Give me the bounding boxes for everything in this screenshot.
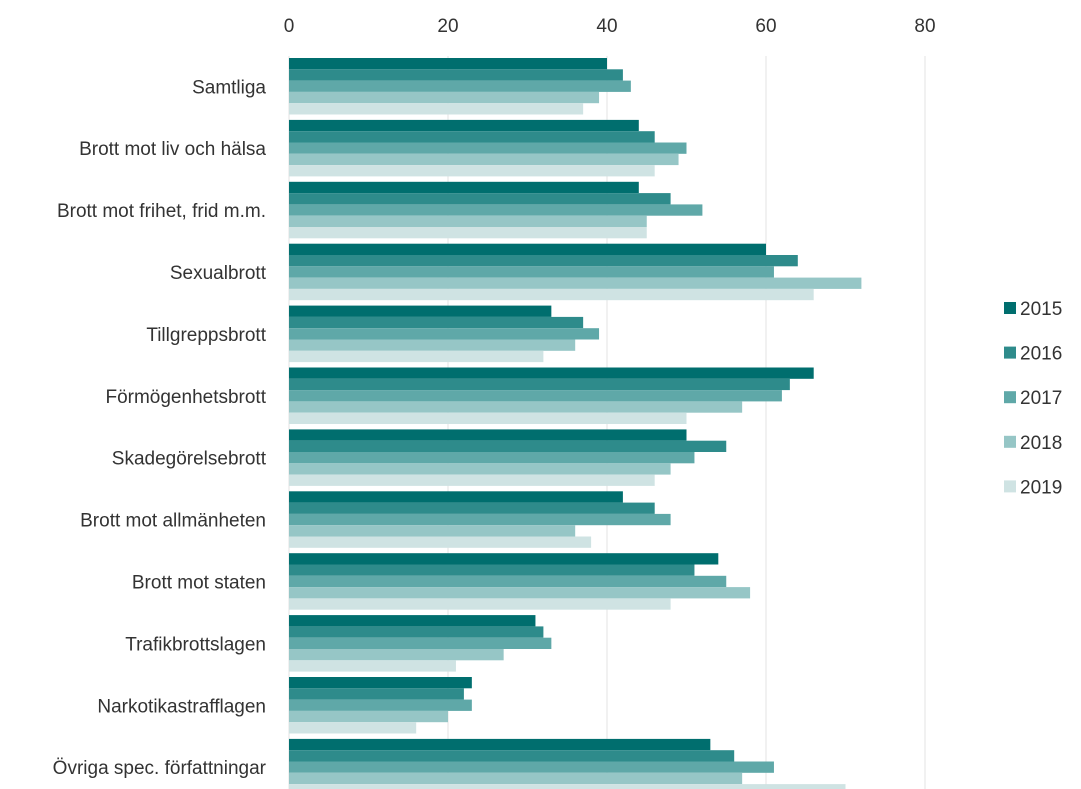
- bar: [289, 513, 671, 526]
- bar: [289, 255, 798, 267]
- x-tick-label: 0: [284, 16, 295, 37]
- bar: [289, 536, 592, 548]
- category-label: Tillgreppsbrott: [146, 325, 266, 346]
- bar: [289, 587, 751, 599]
- category-label: Sexualbrott: [170, 263, 267, 284]
- bar: [289, 553, 719, 565]
- bar: [289, 350, 544, 363]
- category-label: Brott mot allmänheten: [80, 511, 266, 532]
- bar: [289, 153, 679, 166]
- category-label: Brott mot liv och hälsa: [79, 139, 266, 160]
- legend-label: 2017: [1020, 388, 1062, 409]
- bar: [289, 710, 448, 723]
- bar: [289, 80, 631, 92]
- bar: [289, 119, 639, 132]
- bar: [289, 429, 687, 441]
- bar: [289, 401, 743, 413]
- bar: [289, 626, 544, 638]
- bar: [289, 525, 576, 537]
- bar: [289, 165, 655, 177]
- legend: 2015 2016 2017 2018 2019: [1004, 299, 1062, 498]
- legend-swatch: [1004, 435, 1016, 448]
- bar: [289, 491, 623, 503]
- bar: [289, 91, 600, 104]
- category-label: Brott mot staten: [132, 572, 266, 593]
- bar: [289, 390, 782, 402]
- bar: [289, 598, 671, 610]
- bar: [289, 502, 655, 514]
- category-label: Övriga spec. författningar: [53, 758, 267, 779]
- bar: [289, 277, 862, 289]
- bar: [289, 378, 790, 391]
- legend-swatch: [1004, 480, 1016, 493]
- bar: [289, 440, 727, 452]
- bar: [289, 615, 536, 627]
- bar: [289, 575, 727, 588]
- bar: [289, 761, 774, 773]
- bar: [289, 288, 814, 301]
- bar: [289, 722, 417, 734]
- legend-label: 2015: [1020, 299, 1062, 320]
- bar: [289, 688, 464, 700]
- bar: [289, 142, 687, 154]
- legend-label: 2018: [1020, 433, 1062, 454]
- bar: [289, 227, 647, 239]
- bar: [289, 699, 472, 711]
- legend-swatch: [1004, 391, 1016, 404]
- category-label: Förmögenhetsbrott: [105, 387, 266, 408]
- category-labels: Samtliga Brott mot liv och hälsa Brott mot…: [53, 77, 267, 779]
- category-label: Trafikbrottslagen: [125, 634, 266, 655]
- category-label: Samtliga: [192, 77, 266, 98]
- category-label: Brott mot frihet, frid m.m.: [57, 201, 266, 222]
- legend-swatch: [1004, 346, 1016, 359]
- bar: [289, 266, 774, 278]
- bar: [289, 452, 695, 464]
- bar: [289, 660, 456, 672]
- x-axis-ticks: 0 20 40 60 80: [284, 16, 936, 37]
- bar: [289, 367, 814, 379]
- bar: [289, 193, 671, 205]
- bar: [289, 204, 703, 216]
- bar: [289, 649, 504, 661]
- bar: [289, 103, 584, 115]
- bar: [289, 738, 711, 751]
- bar: [289, 181, 639, 194]
- bar: [289, 412, 687, 424]
- category-label: Skadegörelsebrott: [112, 449, 267, 470]
- bar: [289, 474, 655, 486]
- bar: [289, 305, 552, 317]
- x-tick-label: 60: [755, 16, 776, 37]
- bars: [289, 58, 862, 789]
- bar: [289, 339, 576, 351]
- legend-swatch: [1004, 302, 1016, 314]
- bar: [289, 131, 655, 143]
- bar: [289, 784, 846, 789]
- category-label: Narkotikastrafflagen: [97, 696, 266, 717]
- bar: [289, 750, 735, 762]
- legend-label: 2019: [1020, 477, 1062, 498]
- bar: [289, 637, 552, 649]
- bar: [289, 58, 607, 70]
- bar: [289, 316, 584, 329]
- x-tick-label: 20: [437, 16, 458, 37]
- x-tick-label: 40: [596, 16, 617, 37]
- bar: [289, 243, 766, 255]
- bar: [289, 328, 600, 340]
- bar: [289, 69, 623, 81]
- bar: [289, 772, 743, 785]
- bar: [289, 215, 647, 227]
- bar: [289, 463, 671, 475]
- legend-label: 2016: [1020, 344, 1062, 365]
- bar: [289, 677, 472, 689]
- bar: [289, 564, 695, 576]
- x-tick-label: 80: [914, 16, 935, 37]
